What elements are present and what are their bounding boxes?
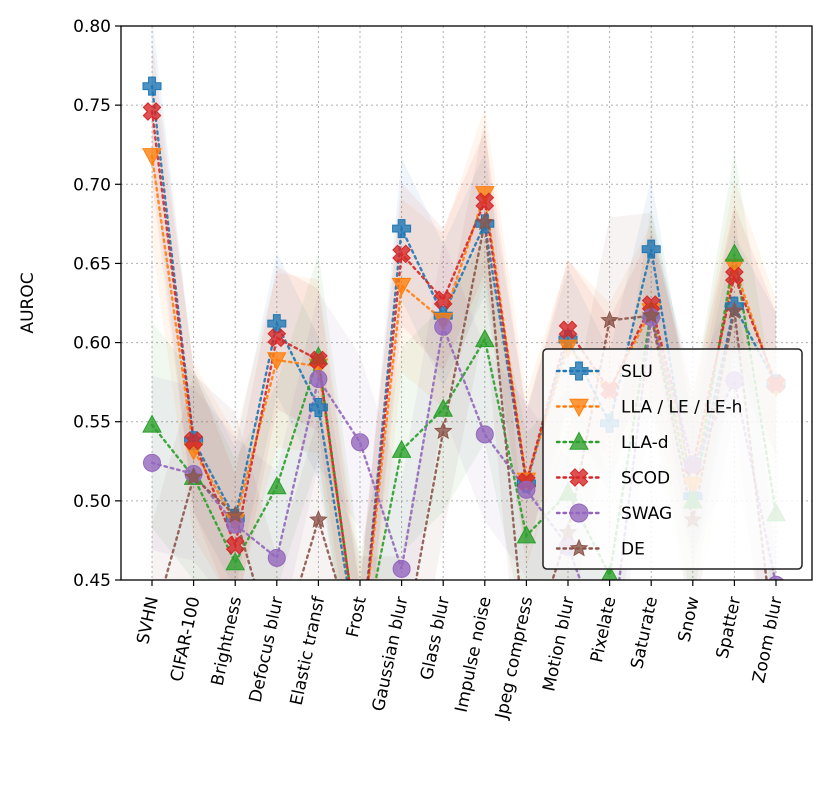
point-3-4: [309, 350, 328, 370]
legend-label-5: DE: [621, 540, 645, 560]
point-2-11: [601, 564, 618, 580]
series-line-2: [150, 253, 778, 580]
band-3: [152, 40, 776, 580]
point-3-6: [392, 244, 411, 264]
y-axis: 0.45 0.50 0.55 0.60 0.65 0.70 0.75 0.80: [73, 17, 121, 591]
point-4-6: [392, 559, 411, 578]
point-2-14: [724, 243, 745, 262]
x-tick-label: Defocus blur: [246, 595, 288, 704]
point-3-0: [142, 102, 162, 121]
point-5-8: [475, 212, 495, 231]
x-tick-label: Elastic transf: [287, 594, 330, 707]
x-axis: SVHN CIFAR-100 Brightness Defocus blur Elast…: [133, 580, 787, 722]
y-tick-label: 0.45: [73, 571, 111, 591]
point-0-12: [641, 239, 661, 259]
x-tick-label: Impulse noise: [452, 595, 496, 714]
y-tick-label: 0.65: [73, 254, 111, 274]
legend-marker-5: [569, 538, 589, 557]
point-3-7: [433, 290, 453, 310]
y-tick-label: 0.80: [73, 17, 111, 37]
plot-frame: [120, 25, 813, 581]
point-5-2: [225, 505, 245, 524]
x-tick-label: Zoom blur: [749, 595, 787, 685]
point-3-10: [558, 320, 578, 340]
legend: SLU LLA / LE / LE-h LLA-d SCOD SWAG DE: [542, 348, 803, 570]
legend-label-2: LLA-d: [621, 433, 669, 453]
point-5-1: [184, 467, 203, 486]
point-3-3: [267, 328, 287, 348]
x-tick-label: SVHN: [133, 595, 163, 646]
point-0-0: [142, 76, 162, 96]
x-tick-label: Gaussian blur: [369, 595, 413, 713]
x-tick-label: Jpeg compress: [492, 595, 538, 722]
point-3-1: [184, 431, 203, 451]
y-tick-label: 0.55: [73, 413, 111, 433]
point-5-5: [352, 651, 368, 666]
point-5-7: [433, 421, 453, 440]
point-2-0: [142, 414, 162, 433]
point-2-2: [225, 552, 246, 571]
point-4-0: [143, 453, 161, 472]
point-4-5: [351, 433, 369, 452]
point-2-8: [474, 328, 495, 348]
point-1-6: [391, 277, 412, 297]
legend-marker-0: [569, 361, 589, 381]
x-tick-label: Motion blur: [539, 595, 579, 693]
point-2-3: [266, 476, 287, 495]
legend-label-4: SWAG: [621, 504, 672, 524]
y-tick-label: 0.50: [73, 492, 111, 512]
legend-marker-3: [569, 468, 589, 487]
point-4-7: [434, 317, 453, 336]
legend-marker-4: [569, 503, 589, 523]
point-0-6: [392, 219, 412, 239]
point-4-8: [475, 425, 494, 444]
point-0-4: [308, 397, 328, 417]
point-4-15: [768, 575, 784, 580]
y-tick-label: 0.70: [73, 175, 111, 195]
legend-marker-1: [569, 398, 589, 418]
x-tick-label: Saturate: [627, 595, 662, 671]
point-5-11: [600, 310, 619, 329]
point-2-6: [391, 439, 412, 458]
point-4-4: [309, 369, 328, 388]
x-tick-label: Brightness: [208, 595, 246, 688]
point-3-8: [475, 192, 495, 212]
point-1-0: [142, 148, 162, 167]
x-tick-label: Frost: [343, 595, 371, 640]
legend-marker-2: [569, 431, 589, 450]
point-1-3: [266, 352, 287, 371]
legend-box: [542, 348, 803, 570]
point-4-9: [517, 480, 536, 499]
point-5-12: [641, 305, 661, 324]
point-5-4: [309, 510, 328, 528]
x-tick-label: Snow: [675, 595, 704, 644]
y-tick-label: 0.75: [73, 96, 111, 116]
band-5: [152, 119, 776, 580]
y-axis-label: AUROC: [18, 272, 38, 333]
point-1-5: [351, 652, 369, 669]
point-4-3: [267, 548, 286, 567]
point-2-5: [351, 650, 369, 667]
y-tick-label: 0.60: [73, 334, 111, 354]
legend-label-0: SLU: [621, 362, 653, 382]
point-2-7: [433, 398, 454, 417]
legend-label-1: LLA / LE / LE-h: [621, 398, 742, 418]
x-tick-label: Pixelate: [587, 595, 620, 665]
point-2-9: [516, 525, 537, 544]
x-tick-label: Glass blur: [417, 595, 454, 682]
legend-label-3: SCOD: [621, 469, 670, 489]
x-tick-label: CIFAR-100: [167, 595, 205, 684]
point-0-5: [351, 650, 369, 668]
point-3-2: [225, 535, 245, 555]
point-5-14: [725, 301, 744, 319]
point-3-5: [351, 650, 368, 667]
point-3-14: [725, 266, 744, 286]
x-tick-label: Spatter: [713, 595, 746, 661]
series-line-4: [150, 316, 777, 580]
series-line-3: [150, 110, 778, 580]
